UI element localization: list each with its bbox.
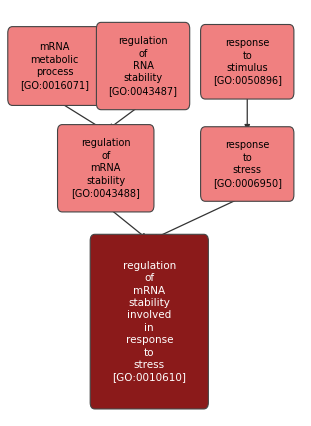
FancyBboxPatch shape	[96, 23, 190, 110]
Text: response
to
stimulus
[GO:0050896]: response to stimulus [GO:0050896]	[213, 38, 282, 85]
Text: mRNA
metabolic
process
[GO:0016071]: mRNA metabolic process [GO:0016071]	[20, 43, 89, 89]
Text: response
to
stress
[GO:0006950]: response to stress [GO:0006950]	[213, 141, 282, 187]
Text: regulation
of
mRNA
stability
involved
in
response
to
stress
[GO:0010610]: regulation of mRNA stability involved in…	[112, 261, 186, 383]
FancyBboxPatch shape	[201, 127, 294, 201]
FancyBboxPatch shape	[90, 234, 208, 409]
FancyBboxPatch shape	[8, 26, 101, 105]
Text: regulation
of
RNA
stability
[GO:0043487]: regulation of RNA stability [GO:0043487]	[109, 36, 178, 96]
FancyBboxPatch shape	[201, 25, 294, 99]
FancyBboxPatch shape	[58, 124, 154, 212]
Text: regulation
of
mRNA
stability
[GO:0043488]: regulation of mRNA stability [GO:0043488…	[71, 138, 140, 198]
